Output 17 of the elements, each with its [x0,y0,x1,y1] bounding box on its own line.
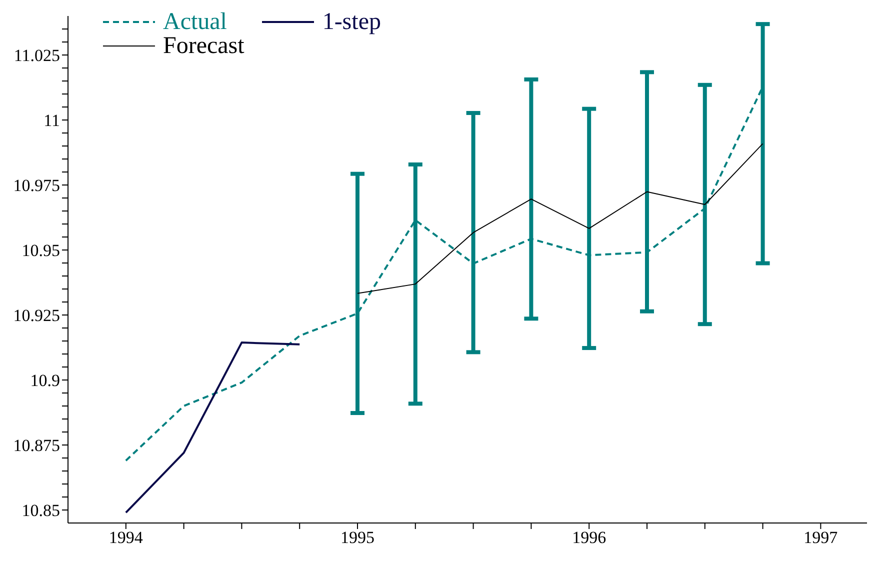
x-tick-label: 1995 [340,528,374,548]
y-tick-label: 11 [44,111,60,130]
legend-label: 1-step [322,9,381,35]
x-tick-label: 1996 [572,528,606,548]
y-tick-label: 10.975 [13,176,60,196]
line-series [356,143,764,294]
y-tick-label: 10.875 [13,436,60,456]
legend-label: Actual [163,9,227,35]
y-tick-label: 11.025 [14,46,60,66]
x-tick-label: 1997 [804,528,838,548]
x-tick-label: 1994 [108,528,144,548]
line-series [124,342,301,514]
legend-label: Forecast [163,33,244,59]
y-tick-label: 10.925 [13,306,60,326]
y-tick-label: 10.95 [22,241,60,260]
y-tick-label: 10.9 [30,371,60,390]
y-tick-label: 10.85 [22,501,60,520]
